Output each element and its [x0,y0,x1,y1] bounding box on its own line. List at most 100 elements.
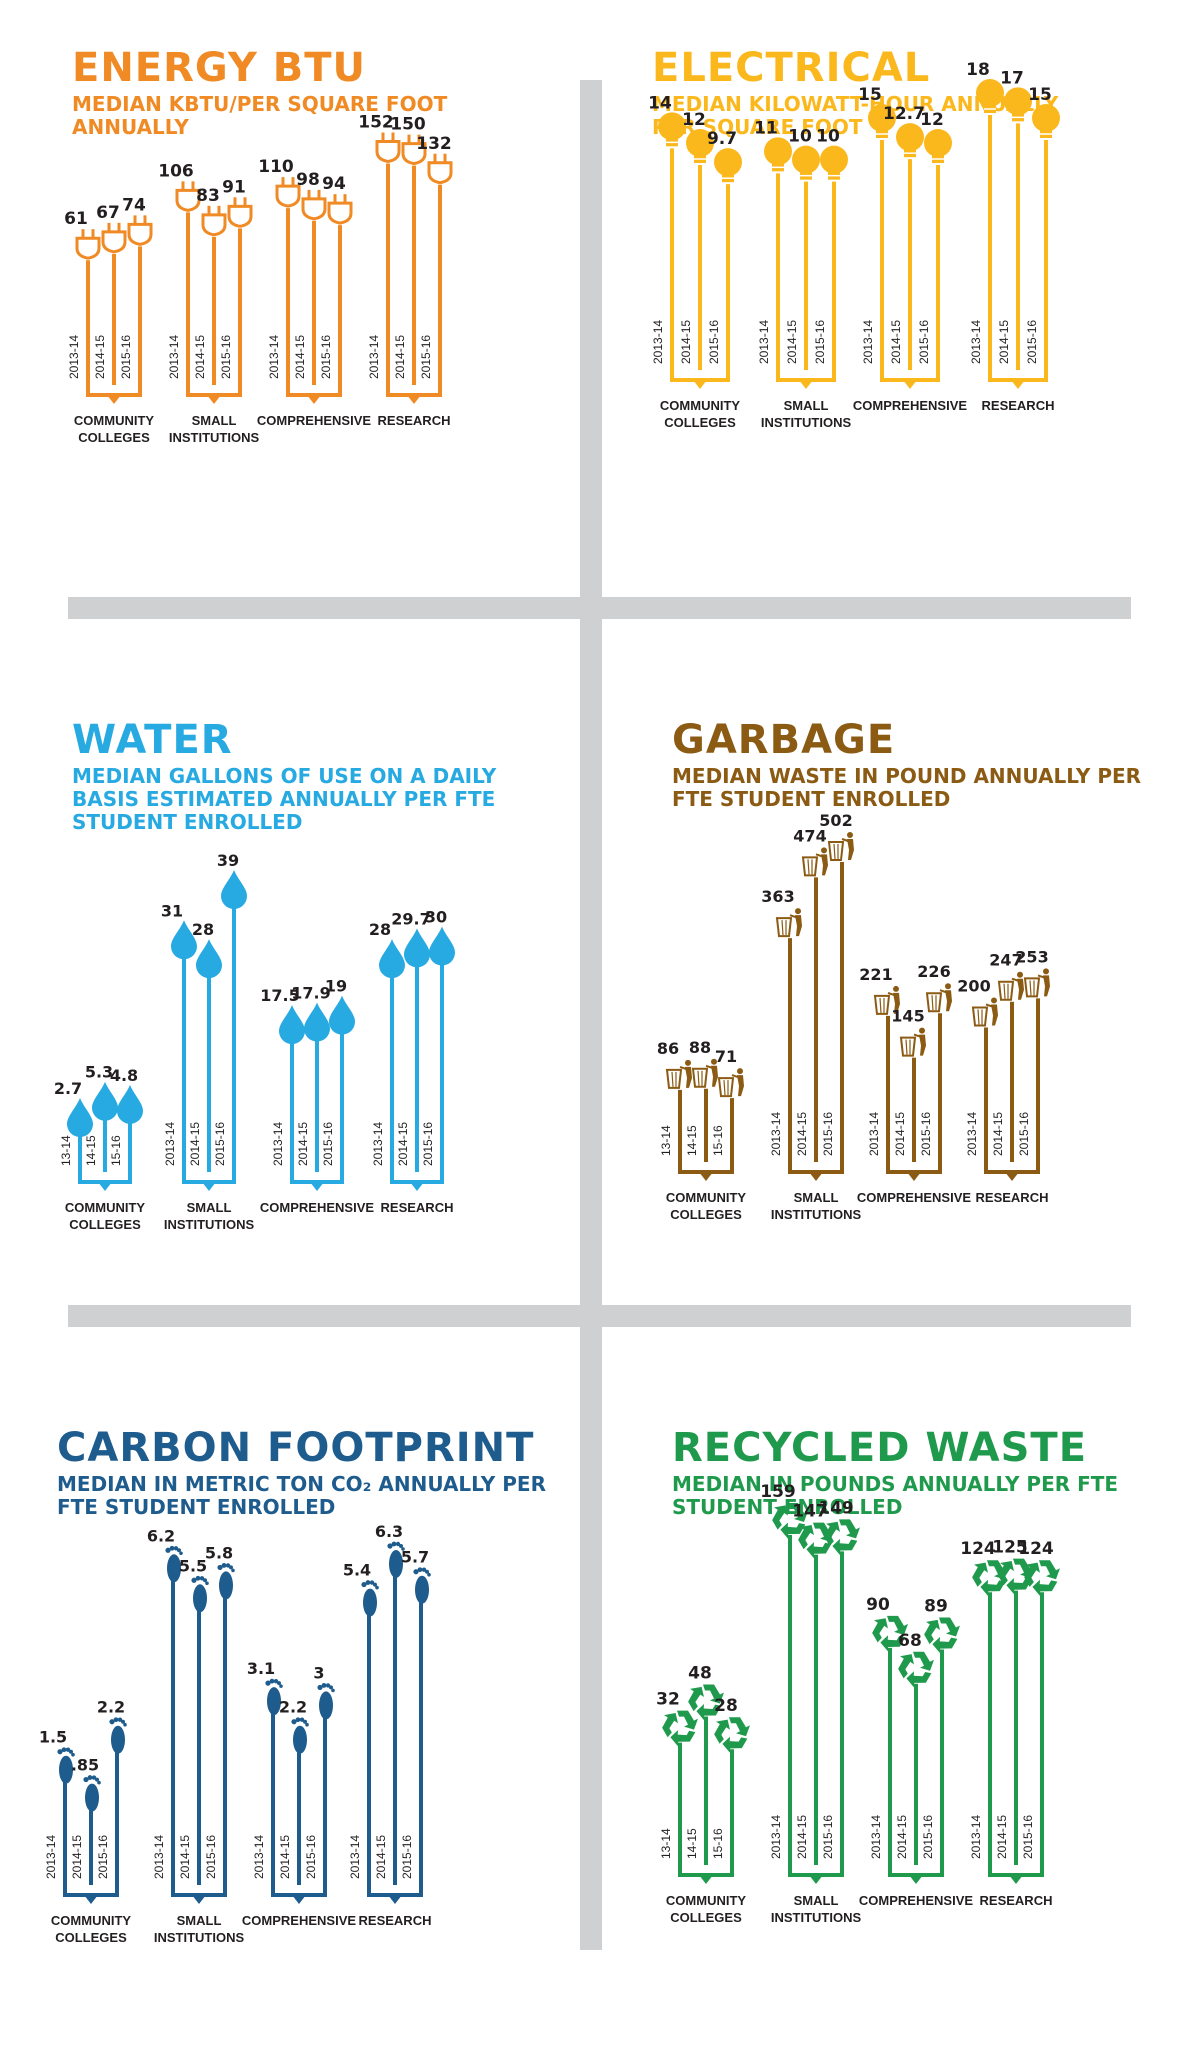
value-label: 10 [788,127,812,147]
panel-subtitle: MEDIAN IN POUNDS ANNUALLY PER FTE STUDEN… [672,1472,1119,1519]
value-label: 19 [325,977,347,996]
water-drop-icon [117,1084,143,1124]
value-label: 200 [957,976,990,995]
category-label: COMPREHENSIVE [242,1913,356,1928]
category-label: COLLEGES [69,1217,141,1232]
year-label: 2014-15 [293,335,307,379]
category-label: SMALL [794,1190,839,1205]
recycle-icon [662,1710,698,1747]
category-label: COLLEGES [664,415,736,430]
value-label: 17.5 [260,986,299,1005]
value-label: 5.8 [205,1543,233,1562]
water-panel: WATER MEDIAN GALLONS OF USE ON A DAILY B… [54,717,620,1357]
arrow-marker [799,380,813,389]
water-drop-icon [67,1098,93,1138]
value-label: 147 [792,1502,828,1522]
light-bulb-icon [924,129,952,163]
value-label: 10 [816,127,840,147]
arrow-marker [903,380,917,389]
year-label: 2015-16 [419,335,433,379]
year-label: 2014-15 [70,1835,84,1879]
year-label: 2013-14 [861,320,875,364]
water-drop-icon [304,1002,330,1042]
category-group: 363 2013-14 474 2014-15 502 2015-16 SMALL INSTI… [761,811,861,1222]
plug-icon [127,215,153,246]
category-label: INSTITUTIONS [164,1217,255,1232]
water-drop-icon [171,920,197,960]
light-bulb-icon [976,79,1004,113]
recycle-icon [824,1519,860,1555]
category-label: COMPREHENSIVE [857,1190,971,1205]
arrow-marker [107,395,121,404]
year-label: 13-14 [659,1125,673,1156]
footprint-icon [217,1563,235,1600]
trash-can-icon [827,832,854,861]
category-group: 200 2013-14 247 2014-15 253 2015-16 RESEARCH [957,947,1050,1205]
infographic: ENERGY BTU MEDIAN KBTU/PER SQUARE FOOT A… [39,45,1141,1950]
category-label: RESEARCH [976,1190,1049,1205]
panel-title: RECYCLED WASTE [672,1425,1088,1471]
year-label: 2013-14 [969,320,983,364]
year-label: 2015-16 [821,1815,835,1859]
value-label: .85 [71,1756,99,1775]
value-label: 68 [898,1631,922,1651]
year-label: 2013-14 [969,1815,983,1859]
value-label: 29.7 [391,909,430,928]
year-label: 2014-15 [193,335,207,379]
value-label: 5.5 [179,1556,207,1575]
water-chart: 2.7 13-14 5.3 14-15 4.8 15-16 COMMUNITY COLLEGE… [54,851,455,1232]
value-label: 12.7 [883,104,925,124]
connector [86,385,142,397]
connector [984,1162,1040,1174]
connector [171,1885,227,1897]
value-label: 363 [761,887,794,906]
year-label: 2015-16 [304,1835,318,1879]
arrow-marker [699,1172,713,1181]
year-label: 15-16 [711,1125,725,1156]
category-group: 17.5 2013-14 17.9 2014-15 19 2015-16 COMPREHEN… [260,977,374,1215]
year-label: 2014-15 [997,320,1011,364]
trash-can-icon [775,908,802,938]
arrow-marker [410,1182,424,1191]
arrow-marker [907,1172,921,1181]
value-label: 125 [992,1538,1028,1558]
year-label: 2013-14 [348,1835,362,1879]
year-label: 2014-15 [374,1835,388,1879]
connector [367,1885,423,1897]
category-group: 6.2 2013-14 5.5 2014-15 5.8 2015-16 SMALL INSTI… [147,1526,245,1945]
year-label: 2013-14 [769,1112,783,1156]
value-label: 89 [924,1596,948,1616]
year-label: 2014-15 [991,1112,1005,1156]
connector [886,1162,942,1174]
category-label: INSTITUTIONS [771,1910,862,1925]
footprint-icon [165,1545,183,1583]
year-label: 2015-16 [1025,320,1039,364]
category-label: COMMUNITY [666,1190,746,1205]
category-group: 61 2013-14 67 2014-15 74 2015-16 COMMUNITY COLL… [64,195,154,445]
category-label: RESEARCH [982,398,1055,413]
value-label: 5.3 [85,1063,113,1082]
year-label: 2014-15 [296,1122,310,1166]
value-label: 502 [819,811,852,830]
category-group: 110 2013-14 98 2014-15 94 2015-16 COMPREHENSIV… [257,157,371,428]
value-label: 32 [656,1690,680,1710]
arrow-marker [1009,1875,1023,1884]
arrow-marker [98,1182,112,1191]
plug-icon [75,229,101,260]
connector [186,385,242,397]
recycle-icon [872,1615,908,1652]
category-label: COLLEGES [670,1207,742,1222]
value-label: 61 [64,209,88,229]
year-label: 2014-15 [679,320,693,364]
year-label: 13-14 [59,1135,73,1166]
value-label: 67 [96,203,120,223]
year-label: 2015-16 [1021,1815,1035,1859]
value-label: 145 [891,1007,924,1026]
category-label: RESEARCH [359,1913,432,1928]
year-label: 2014-15 [188,1122,202,1166]
year-label: 14-15 [685,1125,699,1156]
arrow-marker [207,395,221,404]
year-label: 2013-14 [271,1122,285,1166]
value-label: 247 [989,951,1022,970]
category-label: SMALL [784,398,829,413]
